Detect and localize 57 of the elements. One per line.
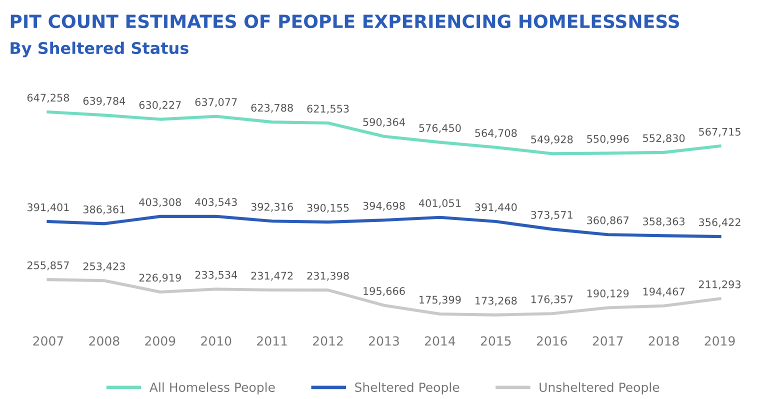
data-label: 226,919 — [139, 274, 181, 283]
data-label: 637,077 — [195, 98, 237, 108]
data-label: 173,268 — [476, 296, 517, 306]
data-label: 231,398 — [307, 272, 349, 281]
legend-label: Sheltered People — [355, 382, 460, 394]
data-label: 394,698 — [363, 202, 405, 211]
data-label: 231,472 — [251, 272, 293, 281]
data-label: 391,440 — [475, 203, 517, 212]
data-label: 567,715 — [699, 128, 740, 137]
chart-title: PIT COUNT ESTIMATES OF PEOPLE EXPERIENCING HOMELESSNESS — [10, 14, 680, 28]
x-tick-label: 2018 — [648, 336, 679, 346]
data-label: 621,553 — [307, 104, 349, 114]
x-tick-label: 2019 — [704, 336, 735, 346]
data-label: 211,293 — [699, 280, 740, 290]
data-label: 403,543 — [195, 198, 237, 208]
x-tick-label: 2008 — [89, 336, 120, 346]
data-label: 255,857 — [27, 261, 69, 270]
data-label: 358,363 — [643, 217, 685, 226]
legend-label: All Homeless People — [150, 382, 275, 394]
data-label: 356,422 — [699, 218, 740, 228]
legend-label: Unsheltered People — [540, 382, 660, 394]
x-tick-label: 2009 — [145, 336, 176, 346]
data-label: 639,784 — [83, 96, 126, 106]
chart-subtitle: By Sheltered Status — [10, 42, 188, 58]
data-label: 195,666 — [364, 287, 405, 296]
data-label: 373,571 — [531, 210, 572, 220]
data-label: 233,534 — [195, 270, 238, 280]
x-tick-label: 2017 — [592, 336, 623, 346]
x-tick-label: 2013 — [369, 336, 399, 346]
data-label: 391,401 — [27, 203, 69, 212]
data-label: 190,129 — [587, 289, 629, 298]
x-tick-label: 2011 — [257, 336, 287, 346]
data-label: 175,399 — [420, 296, 461, 305]
data-label: 549,928 — [531, 135, 573, 144]
data-label: 564,708 — [475, 129, 517, 138]
x-tick-label: 2010 — [201, 336, 232, 346]
x-tick-label: 2012 — [313, 336, 343, 346]
data-label: 390,155 — [307, 204, 349, 213]
data-label: 392,316 — [251, 202, 293, 212]
x-tick-label: 2015 — [480, 336, 511, 346]
x-tick-label: 2016 — [536, 336, 568, 346]
data-label: 386,361 — [83, 205, 125, 214]
data-label: 550,996 — [587, 134, 629, 144]
data-label: 194,467 — [643, 288, 684, 297]
data-label: 253,423 — [83, 262, 125, 272]
data-label: 576,450 — [419, 124, 461, 134]
data-label: 176,357 — [531, 295, 573, 304]
x-tick-label: 2014 — [424, 336, 456, 346]
x-tick-label: 2007 — [33, 336, 64, 346]
data-label: 552,830 — [643, 134, 685, 144]
data-label: 630,227 — [139, 101, 181, 110]
data-label: 590,364 — [363, 118, 405, 128]
data-label: 360,867 — [587, 216, 628, 226]
data-label: 403,308 — [139, 198, 181, 208]
data-label: 401,051 — [418, 199, 461, 208]
data-label: 623,788 — [251, 104, 293, 113]
data-label: 647,258 — [27, 94, 70, 103]
